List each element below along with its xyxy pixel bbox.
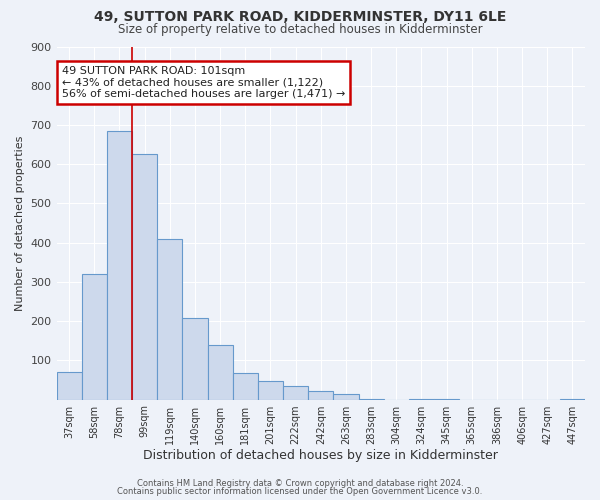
Bar	[334, 394, 359, 400]
Text: Contains HM Land Registry data © Crown copyright and database right 2024.: Contains HM Land Registry data © Crown c…	[137, 478, 463, 488]
Bar	[283, 386, 308, 400]
Bar	[132, 154, 157, 400]
X-axis label: Distribution of detached houses by size in Kidderminster: Distribution of detached houses by size …	[143, 450, 498, 462]
Bar	[107, 131, 132, 400]
Bar	[560, 399, 585, 400]
Bar	[258, 381, 283, 400]
Bar	[233, 373, 258, 400]
Text: 49, SUTTON PARK ROAD, KIDDERMINSTER, DY11 6LE: 49, SUTTON PARK ROAD, KIDDERMINSTER, DY1…	[94, 10, 506, 24]
Text: Contains public sector information licensed under the Open Government Licence v3: Contains public sector information licen…	[118, 487, 482, 496]
Text: Size of property relative to detached houses in Kidderminster: Size of property relative to detached ho…	[118, 22, 482, 36]
Bar	[409, 399, 434, 400]
Bar	[308, 391, 334, 400]
Bar	[56, 372, 82, 400]
Bar	[182, 318, 208, 400]
Bar	[157, 238, 182, 400]
Bar	[82, 274, 107, 400]
Bar	[434, 399, 459, 400]
Bar	[359, 399, 383, 400]
Text: 49 SUTTON PARK ROAD: 101sqm
← 43% of detached houses are smaller (1,122)
56% of : 49 SUTTON PARK ROAD: 101sqm ← 43% of det…	[62, 66, 345, 99]
Y-axis label: Number of detached properties: Number of detached properties	[15, 136, 25, 310]
Bar	[208, 346, 233, 400]
